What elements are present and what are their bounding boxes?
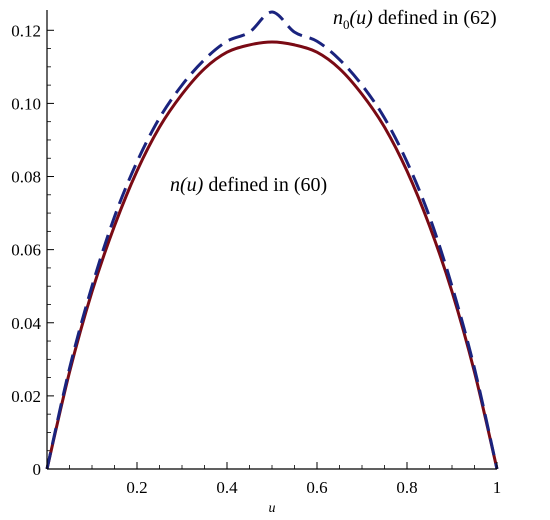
- series-line-n0: [45, 10, 499, 470]
- annotation-n: n(u) defined in (60): [170, 174, 327, 196]
- annotation-n0-text: defined in (62): [373, 7, 497, 29]
- annotation-n0-symbol: n: [333, 7, 343, 29]
- y-tick-label: 0.04: [11, 314, 41, 333]
- y-tick-label: 0: [33, 460, 42, 479]
- x-tick-label: 1: [493, 478, 502, 497]
- y-tick-label: 0.08: [11, 168, 41, 187]
- x-tick-label: 0.4: [216, 478, 238, 497]
- series-line-n: [45, 40, 499, 470]
- annotation-n0-subscript: 0: [343, 17, 350, 32]
- x-axis-title: u: [269, 501, 276, 516]
- series-layer: [45, 10, 499, 470]
- x-ticks: 0.2 0.4 0.6 0.8 1: [126, 462, 501, 497]
- annotation-n-arg: (u): [180, 174, 204, 196]
- annotation-n0-arg: (u): [350, 7, 374, 29]
- y-tick-label: 0.10: [11, 94, 41, 113]
- x-tick-label: 0.2: [126, 478, 147, 497]
- annotation-n-text: defined in (60): [203, 174, 327, 196]
- x-tick-label: 0.8: [396, 478, 417, 497]
- annotation-n-symbol: n: [170, 174, 180, 196]
- annotation-n0: n0(u) defined in (62): [333, 7, 497, 32]
- x-tick-label: 0.6: [306, 478, 327, 497]
- minor-ticks: [47, 48, 475, 469]
- y-tick-label: 0.02: [11, 387, 41, 406]
- y-tick-label: 0.12: [11, 21, 41, 40]
- y-tick-label: 0.06: [11, 241, 41, 260]
- y-ticks: 0 0.02 0.04 0.06 0.08 0.10 0.12: [11, 21, 54, 479]
